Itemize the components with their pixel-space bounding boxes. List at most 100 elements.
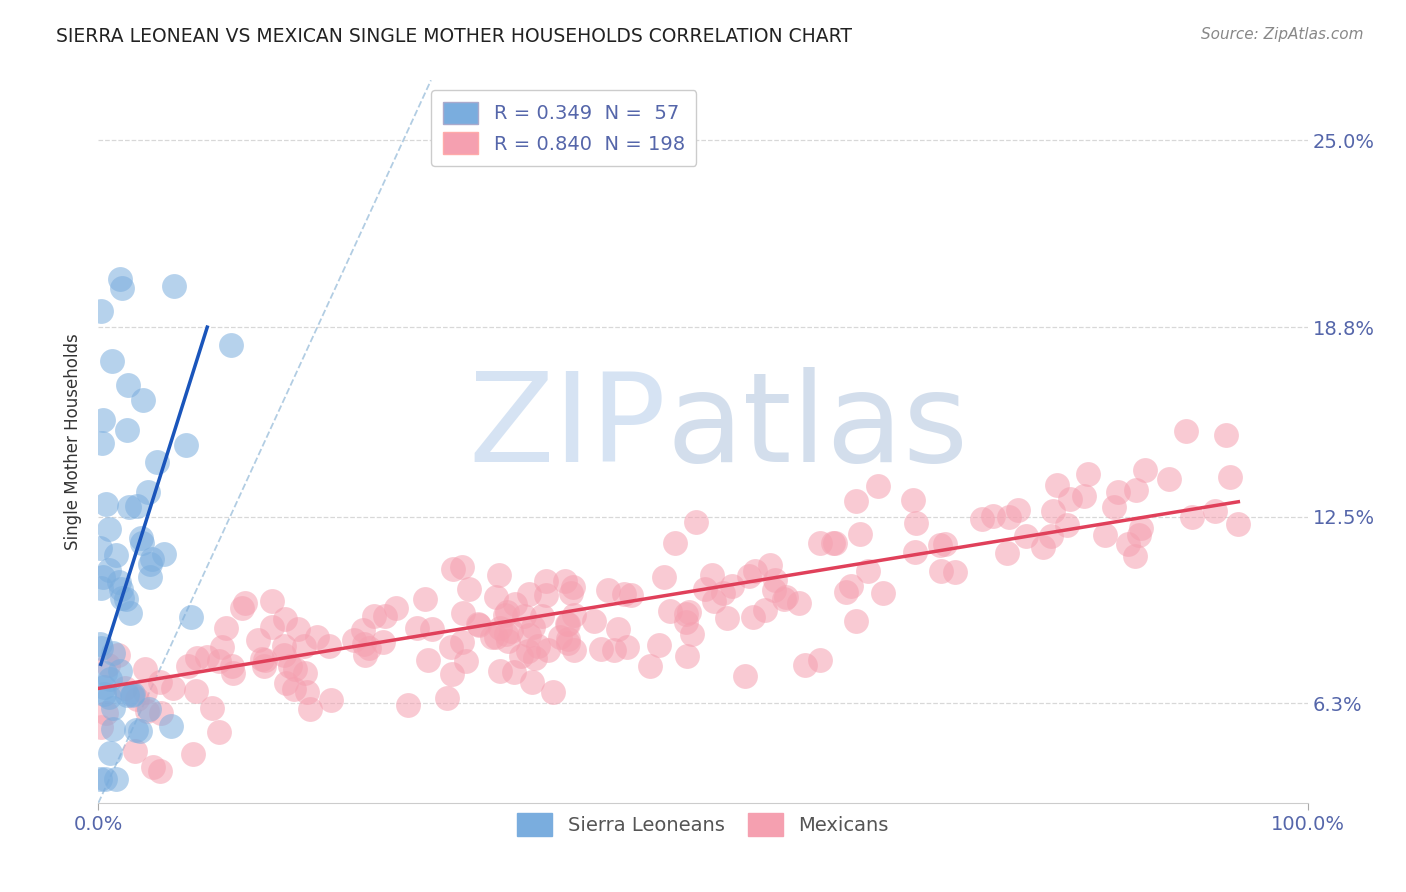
Point bbox=[502, 665, 524, 679]
Point bbox=[273, 648, 295, 663]
Point bbox=[278, 659, 301, 673]
Point bbox=[495, 626, 517, 640]
Point bbox=[436, 691, 458, 706]
Point bbox=[1056, 518, 1078, 533]
Point bbox=[374, 609, 396, 624]
Point bbox=[648, 639, 671, 653]
Point bbox=[134, 662, 156, 676]
Point bbox=[117, 689, 139, 703]
Point bbox=[141, 552, 163, 566]
Point bbox=[441, 666, 464, 681]
Point bbox=[720, 579, 742, 593]
Point bbox=[184, 683, 207, 698]
Point bbox=[467, 617, 489, 632]
Point bbox=[517, 628, 540, 642]
Point bbox=[235, 596, 257, 610]
Point bbox=[413, 592, 436, 607]
Point bbox=[496, 605, 519, 619]
Point bbox=[534, 574, 557, 588]
Point bbox=[105, 549, 128, 563]
Point bbox=[162, 681, 184, 696]
Point bbox=[1116, 537, 1139, 551]
Point bbox=[125, 723, 148, 738]
Point bbox=[97, 563, 120, 577]
Point bbox=[110, 582, 132, 597]
Point bbox=[970, 512, 993, 526]
Point bbox=[1042, 504, 1064, 518]
Point bbox=[1157, 472, 1180, 486]
Point bbox=[211, 640, 233, 654]
Point bbox=[121, 688, 143, 702]
Point bbox=[115, 591, 138, 606]
Point bbox=[93, 681, 115, 695]
Point bbox=[129, 724, 152, 739]
Point bbox=[675, 607, 697, 621]
Point bbox=[522, 620, 544, 634]
Point bbox=[298, 702, 321, 716]
Point bbox=[101, 723, 124, 737]
Point bbox=[562, 580, 585, 594]
Point bbox=[114, 681, 136, 695]
Point bbox=[664, 536, 686, 550]
Point bbox=[98, 523, 121, 537]
Point bbox=[201, 700, 224, 714]
Point bbox=[94, 666, 117, 681]
Point bbox=[808, 652, 831, 666]
Point bbox=[905, 516, 928, 531]
Point bbox=[1227, 516, 1250, 531]
Point bbox=[98, 690, 121, 705]
Point bbox=[763, 582, 786, 597]
Point bbox=[943, 565, 966, 579]
Point bbox=[451, 606, 474, 620]
Point bbox=[127, 692, 149, 706]
Point bbox=[1015, 529, 1038, 543]
Point bbox=[207, 654, 229, 668]
Point bbox=[149, 764, 172, 778]
Point bbox=[93, 687, 115, 701]
Point bbox=[111, 280, 134, 294]
Point bbox=[120, 607, 142, 621]
Point bbox=[620, 588, 643, 602]
Point bbox=[91, 436, 114, 450]
Point bbox=[146, 454, 169, 468]
Point bbox=[734, 669, 756, 683]
Point bbox=[440, 640, 463, 654]
Point bbox=[520, 674, 543, 689]
Point bbox=[652, 570, 675, 584]
Point bbox=[1039, 529, 1062, 543]
Point bbox=[1130, 521, 1153, 535]
Point bbox=[742, 609, 765, 624]
Point bbox=[108, 574, 131, 589]
Point bbox=[1073, 489, 1095, 503]
Point bbox=[693, 582, 716, 596]
Point bbox=[180, 609, 202, 624]
Point bbox=[94, 706, 117, 721]
Point bbox=[100, 354, 122, 368]
Point bbox=[103, 646, 125, 660]
Point bbox=[136, 704, 159, 718]
Point bbox=[139, 557, 162, 571]
Point bbox=[443, 562, 465, 576]
Point bbox=[501, 624, 523, 639]
Point bbox=[371, 634, 394, 648]
Point bbox=[513, 609, 536, 624]
Point bbox=[758, 558, 780, 573]
Point bbox=[562, 607, 585, 622]
Point bbox=[1204, 504, 1226, 518]
Point bbox=[354, 648, 377, 662]
Point bbox=[1077, 467, 1099, 481]
Legend: Sierra Leoneans, Mexicans: Sierra Leoneans, Mexicans bbox=[509, 805, 897, 844]
Text: ZIP: ZIP bbox=[468, 367, 666, 488]
Point bbox=[456, 654, 478, 668]
Point bbox=[1181, 510, 1204, 524]
Point bbox=[537, 643, 560, 657]
Point bbox=[295, 685, 318, 699]
Point bbox=[247, 632, 270, 647]
Point bbox=[174, 438, 197, 452]
Point bbox=[1175, 424, 1198, 438]
Point bbox=[420, 623, 443, 637]
Point bbox=[603, 643, 626, 657]
Point bbox=[557, 636, 579, 650]
Point bbox=[181, 747, 204, 762]
Point bbox=[353, 637, 375, 651]
